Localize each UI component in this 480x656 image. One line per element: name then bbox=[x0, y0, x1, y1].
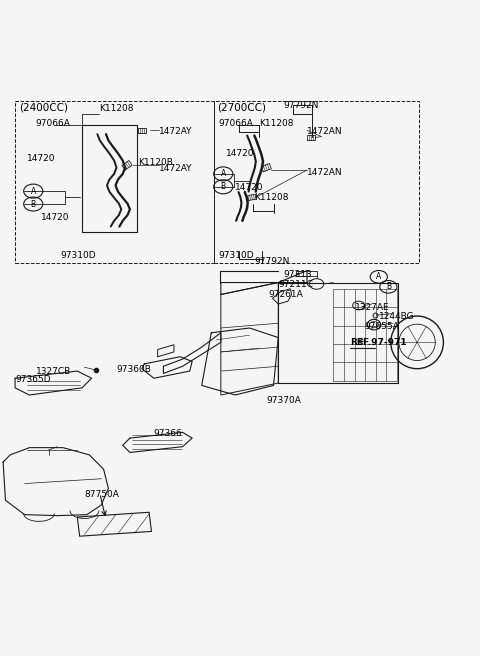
Text: 97066A: 97066A bbox=[218, 119, 253, 128]
Text: 14720: 14720 bbox=[226, 149, 254, 158]
Text: K11208: K11208 bbox=[99, 104, 133, 113]
Text: 97310D: 97310D bbox=[218, 251, 254, 260]
Text: 97310D: 97310D bbox=[60, 251, 96, 260]
Text: K1120B: K1120B bbox=[139, 158, 173, 167]
Text: 97360B: 97360B bbox=[117, 365, 151, 374]
Text: B: B bbox=[221, 182, 226, 192]
Text: K11208: K11208 bbox=[254, 193, 289, 202]
Text: 97792N: 97792N bbox=[254, 257, 290, 266]
Text: 97370A: 97370A bbox=[266, 396, 301, 405]
Text: REF.97-971: REF.97-971 bbox=[350, 338, 407, 347]
Text: 97366: 97366 bbox=[154, 429, 182, 438]
Text: (2700CC): (2700CC) bbox=[217, 102, 266, 112]
Text: 1472AN: 1472AN bbox=[307, 127, 343, 136]
Text: 87750A: 87750A bbox=[84, 489, 120, 499]
Text: 1472AY: 1472AY bbox=[158, 164, 192, 173]
Text: 1472AY: 1472AY bbox=[158, 127, 192, 136]
Text: 14720: 14720 bbox=[27, 154, 56, 163]
Bar bbox=[214, 100, 420, 264]
Text: A: A bbox=[376, 272, 382, 281]
Text: 1244BG: 1244BG bbox=[379, 312, 414, 321]
Text: 97066A: 97066A bbox=[35, 119, 70, 128]
Text: 14720: 14720 bbox=[41, 213, 70, 222]
Text: (2400CC): (2400CC) bbox=[19, 102, 68, 112]
Text: K11208: K11208 bbox=[259, 119, 294, 128]
Text: 14720: 14720 bbox=[235, 183, 264, 192]
Text: B: B bbox=[31, 199, 36, 209]
Text: 97655A: 97655A bbox=[364, 322, 399, 331]
Text: 1327AE: 1327AE bbox=[355, 303, 389, 312]
Text: 1472AN: 1472AN bbox=[307, 168, 343, 177]
Text: 1327CB: 1327CB bbox=[36, 367, 71, 376]
Text: 97365D: 97365D bbox=[15, 375, 51, 384]
Text: B: B bbox=[386, 282, 391, 291]
Text: A: A bbox=[31, 186, 36, 195]
Text: 97211C: 97211C bbox=[278, 280, 313, 289]
Bar bbox=[15, 100, 214, 264]
Text: 97313: 97313 bbox=[283, 270, 312, 279]
Text: A: A bbox=[221, 169, 226, 178]
Text: 97792N: 97792N bbox=[283, 101, 318, 110]
Text: 97261A: 97261A bbox=[269, 289, 303, 298]
